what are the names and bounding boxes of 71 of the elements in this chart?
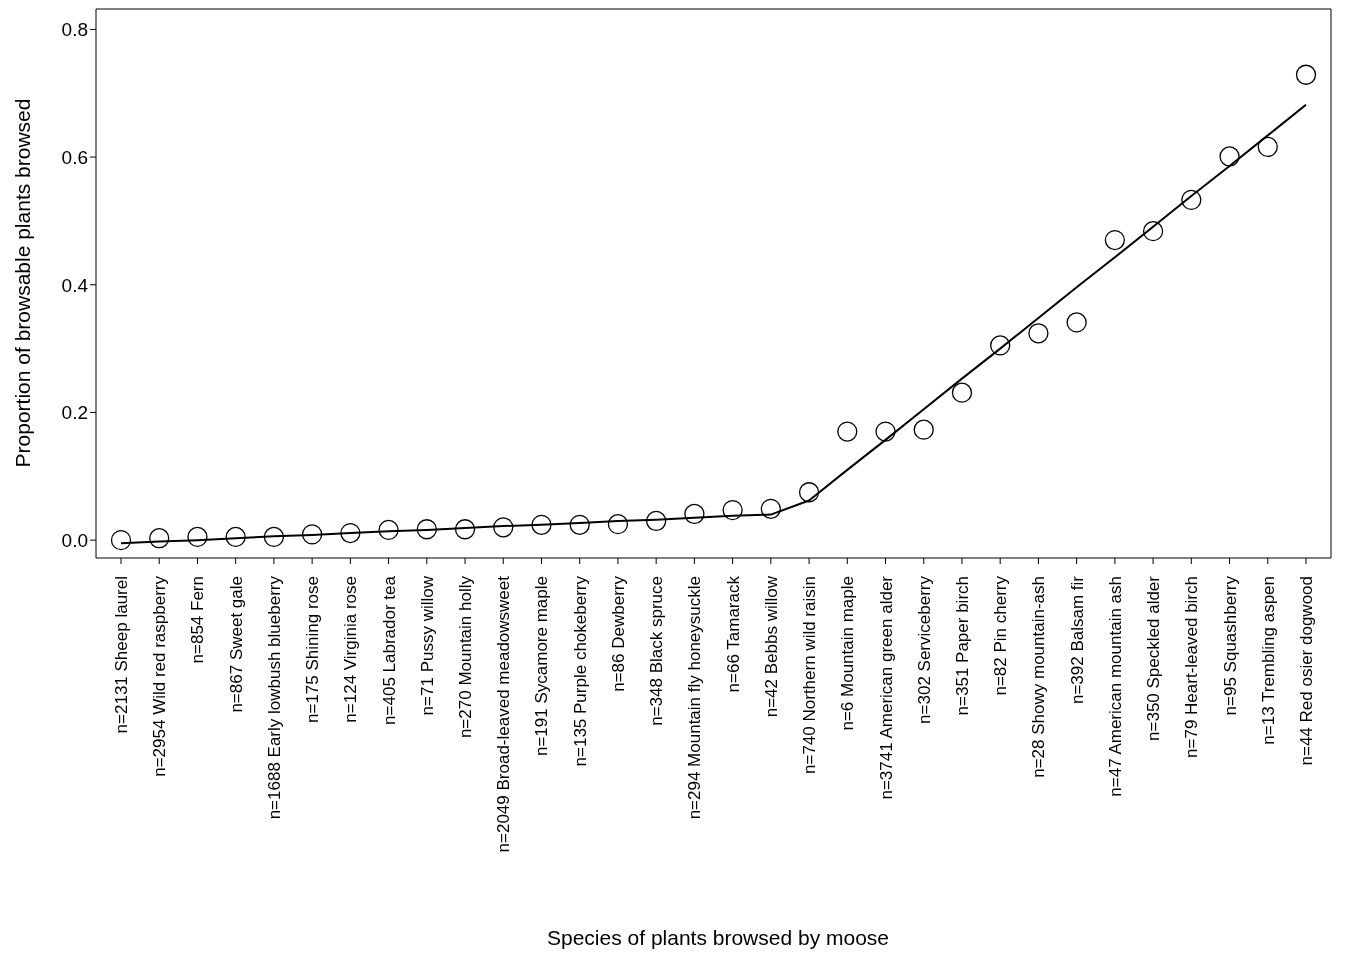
x-axis-title: Species of plants browsed by moose [546, 926, 890, 950]
x-tick-label: n=294 Mountain fly honeysuckle [685, 576, 705, 820]
point [951, 382, 973, 403]
x-tick-label: n=302 Serviceberry [914, 575, 934, 724]
x-tick-label: n=2131 Sheep laurel [112, 576, 131, 734]
point [378, 519, 399, 541]
x-tick-label: n=867 Sweet gale [226, 576, 246, 713]
point [263, 526, 285, 548]
point [722, 499, 743, 521]
y-tick-label: 0.0 [61, 529, 88, 551]
x-tick-label: n=270 Mountain holly [456, 575, 476, 739]
y-axis-title: Proportion of browsable plants browsed [11, 98, 35, 468]
x-tick-label: n=82 Pin cherry [991, 575, 1011, 696]
point [875, 421, 896, 442]
x-tick-label: n=405 Labrador tea [379, 575, 399, 725]
point [340, 522, 361, 544]
y-tick-label: 0.6 [61, 146, 88, 168]
point [1066, 312, 1087, 333]
point [1142, 221, 1164, 242]
x-tick-label: n=348 Black spruce [647, 576, 667, 726]
x-tick-label: n=28 Showy mountain-ash [1029, 576, 1049, 778]
x-tick-label: n=71 Pussy willow [417, 575, 437, 716]
point [1181, 189, 1202, 211]
point [1257, 136, 1278, 158]
x-tick-label: n=95 Squashberry [1220, 575, 1240, 716]
x-tick-label: n=3741 American green alder [876, 575, 896, 800]
point [913, 419, 934, 440]
point [149, 528, 170, 549]
x-tick-label: n=350 Speckled alder [1144, 575, 1164, 741]
point [531, 514, 552, 535]
y-tick-label: 0.4 [61, 274, 89, 296]
x-tick-label: n=740 Northern wild raisin [800, 576, 820, 774]
y-tick-label: 0.8 [61, 19, 88, 41]
point [416, 519, 437, 540]
point [187, 526, 208, 548]
point [646, 510, 667, 532]
point [301, 524, 323, 545]
point [607, 514, 629, 535]
x-tick-label: n=66 Tamarack [723, 575, 743, 693]
point [1104, 229, 1126, 251]
point [1295, 64, 1317, 85]
point [760, 498, 781, 519]
y-tick-label: 0.2 [61, 402, 88, 424]
point [454, 519, 476, 540]
x-tick-label: n=124 Virginia rose [341, 576, 361, 723]
x-tick-label: n=1688 Early lowbush blueberry [264, 575, 284, 820]
point [569, 514, 590, 535]
x-tick-label: n=13 Trembling aspen [1258, 576, 1278, 745]
x-tick-label: n=351 Paper birch [952, 576, 972, 716]
point [1028, 323, 1049, 344]
x-tick-label: n=86 Dewberry [608, 575, 628, 692]
x-tick-label: n=42 Bebbs willow [761, 575, 781, 718]
point [990, 335, 1011, 356]
x-tick-label: n=2954 Wild red raspberry [150, 575, 170, 777]
point [493, 517, 514, 538]
point [684, 503, 705, 525]
x-tick-label: n=2049 Broad-leaved meadowsweet [494, 575, 514, 853]
point [225, 526, 246, 548]
x-tick-label: n=854 Fern [188, 576, 208, 664]
x-tick-label: n=392 Balsam fir [1067, 575, 1087, 705]
point [837, 421, 858, 442]
x-tick-label: n=44 Red osier dogwood [1297, 576, 1316, 766]
point [798, 482, 820, 503]
x-tick-label: n=191 Sycamore maple [532, 576, 552, 757]
x-tick-label: n=47 American mountain ash [1105, 576, 1125, 797]
point [1219, 146, 1240, 167]
x-tick-label: n=135 Purple chokeberry [570, 575, 590, 767]
point [110, 529, 132, 551]
x-tick-label: n=175 Shining rose [303, 576, 323, 723]
x-tick-label: n=6 Mountain maple [838, 576, 858, 731]
x-tick-label: n=79 Heart-leaved birch [1182, 576, 1202, 758]
